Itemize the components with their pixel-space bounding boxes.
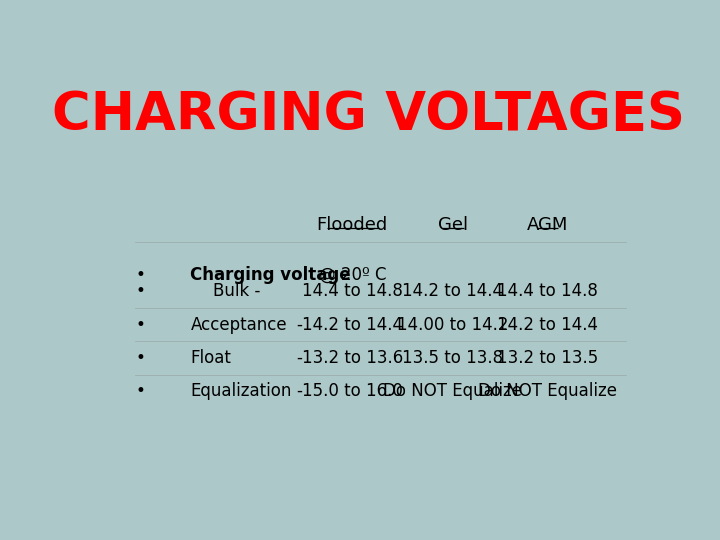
Text: •: •: [135, 316, 145, 334]
Text: Do NOT Equalize: Do NOT Equalize: [383, 382, 522, 400]
Text: •: •: [135, 266, 145, 284]
Text: Float: Float: [190, 349, 231, 367]
Text: -: -: [297, 382, 302, 400]
Text: Do NOT Equalize: Do NOT Equalize: [478, 382, 617, 400]
Text: -: -: [297, 316, 302, 334]
Text: 14.00 to 14.2: 14.00 to 14.2: [397, 316, 508, 334]
Text: AGM: AGM: [527, 216, 568, 234]
Text: •: •: [135, 382, 145, 400]
Text: Flooded: Flooded: [317, 216, 388, 234]
Text: Equalization: Equalization: [190, 382, 292, 400]
Text: 13.5 to 13.8: 13.5 to 13.8: [402, 349, 503, 367]
Text: 14.4 to 14.8: 14.4 to 14.8: [497, 282, 598, 300]
Text: Gel: Gel: [438, 216, 468, 234]
Text: 14.2 to 14.4: 14.2 to 14.4: [302, 316, 402, 334]
Text: •: •: [135, 282, 145, 300]
Text: 14.4 to 14.8: 14.4 to 14.8: [302, 282, 402, 300]
Text: 14.2 to 14.4: 14.2 to 14.4: [497, 316, 598, 334]
Text: Acceptance: Acceptance: [190, 316, 287, 334]
Text: 14.2 to 14.4: 14.2 to 14.4: [402, 282, 503, 300]
Text: CHARGING VOLTAGES: CHARGING VOLTAGES: [53, 89, 685, 141]
Text: 13.2 to 13.6: 13.2 to 13.6: [302, 349, 403, 367]
Text: Bulk -: Bulk -: [213, 282, 260, 300]
Text: 15.0 to 16.0: 15.0 to 16.0: [302, 382, 402, 400]
Text: -: -: [297, 349, 302, 367]
Text: 13.2 to 13.5: 13.2 to 13.5: [497, 349, 598, 367]
Text: @ 20º C: @ 20º C: [318, 266, 386, 284]
Text: •: •: [135, 349, 145, 367]
Text: Charging voltage: Charging voltage: [190, 266, 351, 284]
